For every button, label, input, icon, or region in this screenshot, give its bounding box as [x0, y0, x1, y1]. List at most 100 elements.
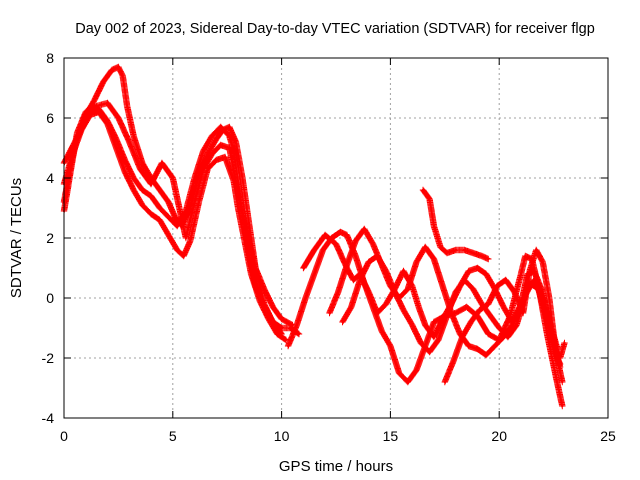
- data-point: [554, 350, 557, 354]
- data-point: [498, 326, 501, 330]
- x-tick-label: 25: [600, 428, 616, 444]
- data-point: [345, 233, 349, 237]
- data-point: [471, 287, 475, 291]
- chart-title: Day 002 of 2023, Sidereal Day-to-day VTE…: [75, 21, 595, 37]
- data-point: [158, 206, 161, 210]
- data-point: [469, 320, 473, 324]
- data-point: [354, 239, 357, 243]
- data-point: [247, 221, 251, 225]
- data-point: [476, 347, 479, 351]
- data-point: [521, 311, 525, 315]
- data-point: [132, 188, 135, 192]
- data-point: [173, 215, 177, 219]
- data-point: [463, 278, 466, 282]
- x-tick-label: 5: [169, 428, 177, 444]
- data-point: [123, 158, 127, 162]
- data-point: [302, 266, 305, 270]
- data-point: [102, 80, 105, 84]
- data-point: [117, 65, 120, 69]
- data-point: [167, 200, 170, 204]
- data-point: [406, 287, 409, 291]
- data-point: [389, 344, 392, 348]
- data-point: [489, 314, 492, 318]
- data-point: [476, 266, 479, 270]
- x-tick-label: 0: [60, 428, 68, 444]
- data-point: [263, 287, 266, 291]
- data-point: [149, 212, 153, 216]
- data-point: [141, 161, 144, 165]
- data-point: [350, 305, 353, 309]
- data-point: [297, 332, 301, 336]
- data-point: [524, 254, 527, 258]
- data-point: [243, 239, 246, 243]
- data-point: [487, 302, 490, 306]
- data-point: [171, 176, 174, 180]
- data-point: [563, 341, 566, 345]
- data-point: [184, 236, 188, 240]
- data-point: [132, 134, 135, 138]
- data-point: [95, 104, 98, 108]
- data-point: [284, 338, 288, 342]
- data-point: [532, 269, 536, 273]
- data-point: [515, 323, 518, 327]
- data-point: [221, 128, 224, 132]
- data-point: [339, 230, 342, 234]
- data-point: [158, 188, 161, 192]
- data-point: [432, 320, 436, 324]
- data-point: [280, 317, 283, 321]
- x-tick-label: 15: [383, 428, 399, 444]
- data-point: [271, 305, 275, 309]
- data-point: [313, 248, 316, 252]
- data-point: [554, 374, 557, 378]
- data-point: [178, 206, 181, 210]
- data-point: [467, 344, 470, 348]
- data-point: [254, 266, 257, 270]
- y-axis-title: SDTVAR / TECUs: [8, 178, 25, 298]
- data-point: [424, 323, 427, 327]
- y-tick-labels: -4 -2 0 2 4 6 8: [42, 50, 55, 426]
- data-point: [463, 248, 466, 252]
- data-point: [106, 122, 109, 126]
- data-point: [480, 302, 483, 306]
- data-series: [60, 63, 568, 410]
- data-point: [160, 161, 164, 165]
- data-point: [321, 248, 325, 252]
- data-point: [354, 254, 357, 258]
- data-point: [454, 311, 457, 315]
- data-point: [115, 146, 118, 150]
- data-point: [328, 311, 331, 315]
- data-point: [286, 344, 290, 348]
- data-point: [267, 317, 270, 321]
- data-point: [223, 155, 227, 159]
- data-point: [454, 290, 457, 294]
- data-point: [428, 197, 431, 201]
- data-point: [219, 143, 222, 147]
- data-point: [439, 245, 442, 249]
- data-point: [202, 149, 205, 153]
- y-tick-label: 6: [46, 110, 54, 126]
- data-point: [406, 380, 409, 384]
- data-point: [210, 152, 214, 156]
- data-point: [561, 380, 564, 384]
- data-point: [215, 137, 218, 141]
- data-point: [465, 305, 468, 309]
- data-point: [441, 284, 444, 288]
- data-point: [367, 260, 370, 264]
- data-point: [363, 227, 366, 231]
- data-point: [97, 110, 101, 114]
- data-point: [432, 335, 436, 339]
- data-point: [454, 248, 457, 252]
- data-point: [276, 332, 279, 336]
- y-tick-label: 0: [46, 290, 54, 306]
- data-point: [341, 320, 344, 324]
- data-point: [245, 230, 248, 234]
- data-point: [561, 404, 564, 408]
- data-point: [535, 248, 538, 252]
- data-point: [291, 323, 294, 327]
- data-point: [139, 167, 142, 171]
- data-point: [304, 296, 307, 300]
- data-point: [189, 239, 192, 243]
- data-point: [480, 254, 483, 258]
- data-point: [452, 359, 455, 363]
